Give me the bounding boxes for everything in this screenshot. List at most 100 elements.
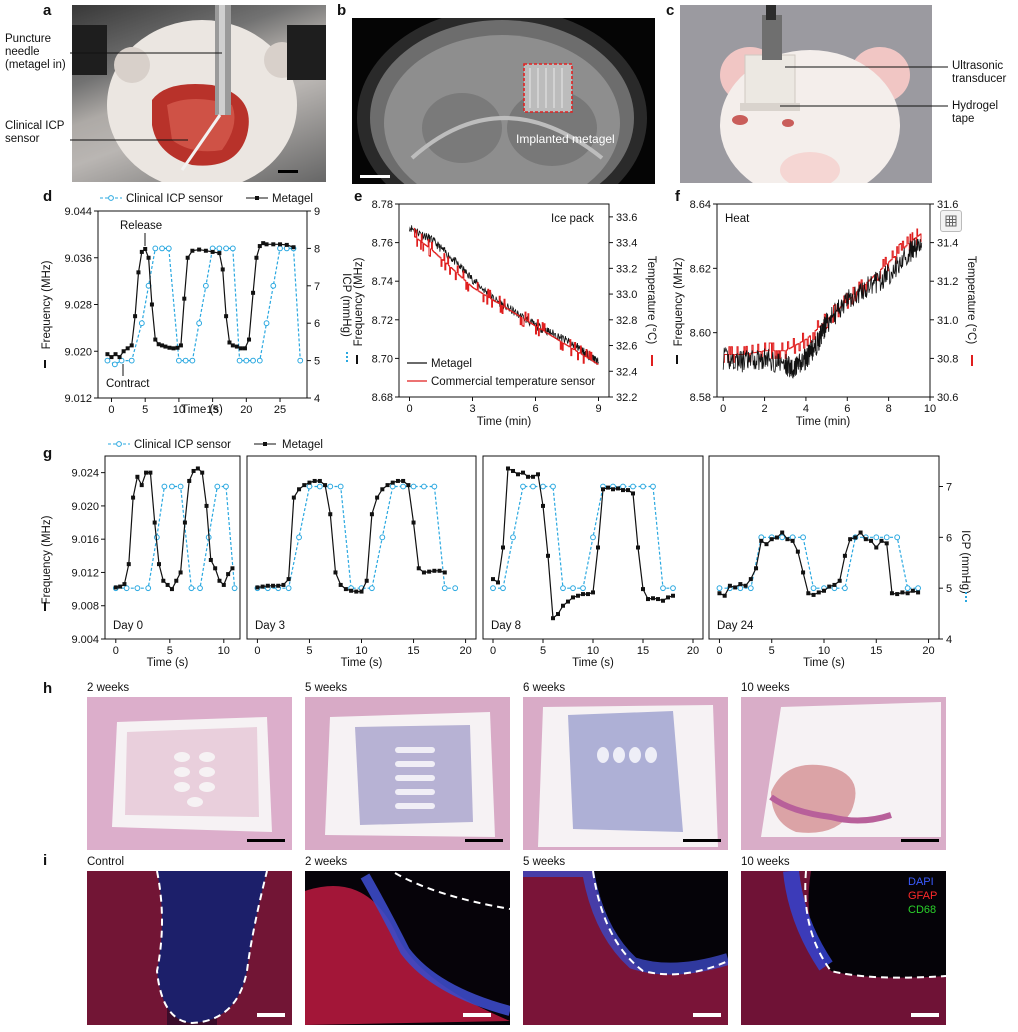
g2-series-metagel-point <box>506 466 510 471</box>
g2-series-metagel-point <box>661 598 665 603</box>
d-series-icp-point <box>159 245 165 252</box>
d-series-icp-point <box>176 357 182 364</box>
d-ytick-label: 9.020 <box>64 346 92 358</box>
e-y2label: Temperature (°C) <box>645 256 657 344</box>
g1-series-icp-point <box>285 585 292 592</box>
g2-series-icp-point <box>520 483 526 490</box>
d-series-icp-point <box>202 282 209 289</box>
g-y2tick-label: 7 <box>946 482 952 494</box>
g0-series-icp-point <box>214 483 221 490</box>
panel-letter-b: b <box>337 2 347 19</box>
g2-series-metagel-point <box>556 612 560 617</box>
g1-series-metagel-point <box>265 583 270 588</box>
g0-series-icp-point <box>177 483 184 490</box>
photo-c-label-tape: Hydrogel tape <box>952 100 999 125</box>
g3-xtick-label: 10 <box>818 645 830 657</box>
g-ytick-label: 9.020 <box>71 501 99 513</box>
d-series-metagel-point <box>136 270 141 275</box>
g2-series-metagel-point <box>611 487 615 492</box>
g1-series-icp-point <box>369 585 375 592</box>
d-series-icp-point <box>138 320 145 327</box>
g2-series-metagel-point <box>581 592 585 597</box>
d-series-metagel-point <box>220 267 225 272</box>
g1-series-icp-point <box>410 483 417 490</box>
g2-series-icp-point <box>590 534 596 541</box>
d-series-metagel-point <box>163 344 168 349</box>
g0-series-icp-point <box>145 585 152 592</box>
panel-letter-i: i <box>43 852 48 869</box>
g2-series-metagel-point <box>541 503 545 508</box>
g0-series-icp-point <box>197 585 203 592</box>
fluorescence-i-control <box>87 871 292 1025</box>
stain-legend-cd68: CD68 <box>908 904 937 916</box>
g2-series-metagel-point <box>496 580 500 585</box>
g3-series-metagel-point <box>795 549 800 554</box>
e-ytick-label: 8.68 <box>372 392 393 404</box>
g1-xtick-label: 10 <box>355 645 367 657</box>
g2-series-metagel-point <box>536 472 540 477</box>
d-series-icp-point <box>165 245 172 252</box>
g3-series-metagel-point <box>879 538 884 543</box>
f-plot-frame <box>716 203 931 398</box>
g1-series-icp-point <box>431 483 438 490</box>
g3-series-metagel-point <box>759 538 764 543</box>
g3-series-metagel-point <box>822 588 826 593</box>
d-series-metagel-point <box>149 302 154 307</box>
table-icon[interactable] <box>940 210 962 232</box>
d-xtick-label: 0 <box>108 404 114 416</box>
d-series-metagel-point <box>227 340 232 345</box>
g3-series-metagel-point <box>905 591 910 596</box>
g2-series-metagel-point <box>561 603 565 608</box>
d-series-metagel-point <box>167 345 172 350</box>
g2-xtick-label: 0 <box>490 645 496 657</box>
g1-series-icp-point <box>389 483 396 490</box>
g2-series-icp-point <box>530 483 536 490</box>
g0-series-metagel-point <box>144 470 149 475</box>
histology-h-6-weeks-art <box>523 697 728 850</box>
g3-series-metagel-point <box>727 583 732 588</box>
d-series-metagel-point <box>153 337 158 342</box>
g3-series-metagel-point <box>754 566 759 571</box>
d-series-icp-point <box>243 357 250 364</box>
g0-series-metagel-point <box>165 582 170 587</box>
g3-series-metagel-point <box>900 590 905 595</box>
fluorescence-i-10-weeks-art <box>741 871 946 1025</box>
g3-series-metagel-point <box>748 577 753 582</box>
d-series-metagel-point <box>271 242 276 247</box>
photo-mri <box>352 18 655 184</box>
g2-series-metagel-point <box>591 590 595 595</box>
g0-series-metagel-point <box>139 483 144 488</box>
histology-h-10-weeks-art <box>741 697 946 850</box>
fluorescence-i-control-art <box>87 871 292 1025</box>
g1-series-metagel-point <box>291 495 296 500</box>
g-ytick-label: 9.024 <box>71 468 99 480</box>
g1-series-metagel-point <box>281 582 286 587</box>
g2-series-metagel-point <box>596 545 600 550</box>
d-series-metagel-point <box>261 241 266 246</box>
d-series-metagel-point <box>121 349 126 354</box>
g2-xtick-label: 20 <box>687 645 699 657</box>
g0-series-metagel-point <box>126 562 131 567</box>
d-series-metagel-point <box>264 242 269 247</box>
g1-series-metagel-point <box>395 478 400 483</box>
g1-series-metagel-point <box>343 587 348 592</box>
g0-series-metagel-point <box>169 587 174 592</box>
g1-series-metagel-point <box>271 583 276 588</box>
d-series-icp-point <box>118 357 125 364</box>
d-y2tick-label: 7 <box>314 281 320 293</box>
g2-series-metagel-point <box>571 595 575 600</box>
g0-series-metagel-point <box>148 470 153 475</box>
g3-series-metagel-point <box>916 590 921 595</box>
g1-plot-frame <box>246 455 477 640</box>
g1-series-metagel-point <box>333 570 338 575</box>
g3-series-icp-point <box>716 585 723 592</box>
histology-h-6-weeks <box>523 697 728 850</box>
e-xtick-label: 6 <box>532 403 538 415</box>
g0-series-metagel-line <box>115 467 233 591</box>
g3-series-metagel-point <box>895 592 900 597</box>
g3-xtick-label: 0 <box>716 645 722 657</box>
stain-legend-dapi: DAPI <box>908 876 934 888</box>
g0-series-metagel-point <box>191 468 196 473</box>
g2-series-icp-point <box>500 585 506 592</box>
g1-series-metagel-point <box>323 483 328 488</box>
